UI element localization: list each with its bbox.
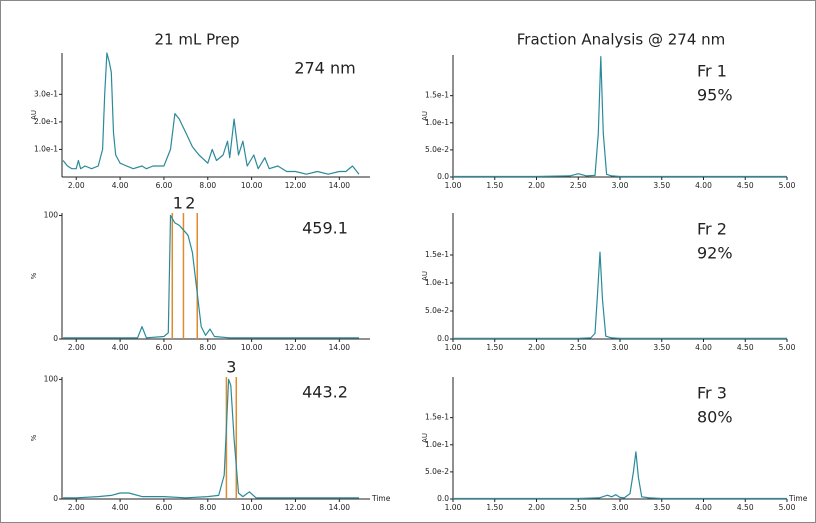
y-tick-label: 0.0 (437, 494, 449, 503)
x-tick-label: 10.00 (241, 343, 263, 352)
annotation: Fr 1 (697, 62, 727, 81)
y-axis-label: AU (30, 110, 38, 120)
column-title: 21 mL Prep (155, 31, 240, 49)
x-tick-label: 3.00 (612, 503, 629, 512)
trace (453, 451, 787, 500)
x-tick-label: 4.00 (695, 343, 712, 352)
y-tick-label: 100 (44, 210, 59, 219)
x-tick-label: 4.00 (112, 503, 129, 512)
y-tick-label: 1.0e-1 (425, 118, 449, 127)
x-tick-label: 14.00 (329, 503, 351, 512)
annotation: 459.1 (302, 219, 348, 238)
x-tick-label: 4.50 (737, 343, 754, 352)
x-tick-label: 4.00 (112, 343, 129, 352)
x-tick-label: 2.00 (68, 181, 85, 190)
x-tick-label: 14.00 (329, 343, 351, 352)
y-tick-label: 5.0e-2 (425, 306, 449, 315)
x-tick-label: 1.00 (445, 503, 462, 512)
x-axis-label: Time (371, 494, 391, 503)
x-tick-label: 14.00 (329, 181, 351, 190)
trace (63, 378, 359, 499)
y-tick-label: 1.0e-1 (34, 144, 58, 153)
y-axis-label: AU (421, 433, 429, 443)
annotation: Fr 2 (697, 220, 727, 239)
trace (63, 214, 359, 339)
x-tick-label: 2.50 (570, 343, 587, 352)
x-tick-label: 6.00 (156, 503, 173, 512)
x-tick-label: 5.00 (779, 343, 796, 352)
x-tick-label: 2.50 (570, 503, 587, 512)
annotation: 274 nm (294, 59, 355, 78)
x-tick-label: 1.50 (486, 503, 503, 512)
y-tick-label: 100 (44, 374, 59, 383)
x-tick-label: 2.00 (68, 503, 85, 512)
x-tick-label: 2.00 (528, 181, 545, 190)
annotation: 80% (697, 408, 733, 427)
x-tick-label: 3.50 (653, 503, 670, 512)
y-tick-label: 2.0e-1 (34, 117, 58, 126)
trace (453, 251, 787, 339)
x-tick-label: 4.50 (737, 503, 754, 512)
x-tick-label: 4.00 (112, 181, 129, 190)
x-tick-label: 3.00 (612, 343, 629, 352)
x-tick-label: 4.00 (695, 181, 712, 190)
y-tick-label: 1.5e-1 (425, 413, 449, 422)
column-title: Fraction Analysis @ 274 nm (517, 31, 726, 49)
x-tick-label: 12.00 (285, 181, 307, 190)
x-tick-label: 2.00 (68, 343, 85, 352)
x-tick-label: 5.00 (779, 181, 796, 190)
annotation: 443.2 (302, 383, 348, 402)
x-tick-label: 1.00 (445, 181, 462, 190)
x-tick-label: 3.50 (653, 343, 670, 352)
x-tick-label: 10.00 (241, 181, 263, 190)
x-tick-label: 1.50 (486, 343, 503, 352)
x-tick-label: 1.50 (486, 181, 503, 190)
y-axis-label: AU (421, 271, 429, 281)
annotation: Fr 3 (697, 384, 727, 403)
trace (62, 52, 360, 175)
y-tick-label: 1.5e-1 (425, 91, 449, 100)
y-tick-label: 0 (53, 334, 58, 343)
trace (453, 56, 787, 178)
x-tick-label: 3.00 (612, 181, 629, 190)
y-tick-label: 1.0e-1 (425, 278, 449, 287)
y-tick-label: 3.0e-1 (34, 89, 58, 98)
x-tick-label: 8.00 (199, 503, 216, 512)
x-tick-label: 6.00 (156, 343, 173, 352)
annotation: 92% (697, 244, 733, 263)
x-tick-label: 12.00 (285, 343, 307, 352)
fraction-label: 1 (173, 194, 183, 213)
x-tick-label: 8.00 (199, 181, 216, 190)
y-tick-label: 0 (53, 494, 58, 503)
fraction-label: 2 (185, 194, 195, 213)
x-tick-label: 3.50 (653, 181, 670, 190)
y-axis-label: % (30, 434, 38, 441)
y-axis-label: % (30, 272, 38, 279)
y-tick-label: 1.0e-1 (425, 440, 449, 449)
x-tick-label: 5.00 (779, 503, 796, 512)
annotation: 95% (697, 86, 733, 105)
x-tick-label: 12.00 (285, 503, 307, 512)
x-tick-label: 2.00 (528, 343, 545, 352)
x-tick-label: 6.00 (156, 181, 173, 190)
y-tick-label: 0.0 (437, 334, 449, 343)
x-tick-label: 4.00 (695, 503, 712, 512)
x-tick-label: 4.50 (737, 181, 754, 190)
fraction-label: 3 (226, 358, 236, 377)
x-axis-label: Time (788, 494, 808, 503)
y-tick-label: 0.0 (437, 172, 449, 181)
y-tick-label: 1.5e-1 (425, 250, 449, 259)
x-tick-label: 1.00 (445, 343, 462, 352)
x-tick-label: 2.00 (528, 503, 545, 512)
x-tick-label: 8.00 (199, 343, 216, 352)
x-tick-label: 10.00 (241, 503, 263, 512)
y-tick-label: 5.0e-2 (425, 467, 449, 476)
y-axis-label: AU (421, 111, 429, 121)
y-tick-label: 5.0e-2 (425, 145, 449, 154)
x-tick-label: 2.50 (570, 181, 587, 190)
